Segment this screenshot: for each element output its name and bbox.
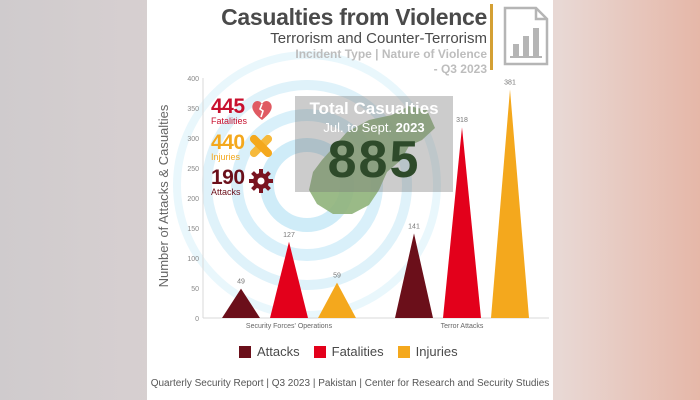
- total-period-year: 2023: [395, 120, 425, 135]
- x-category-label: Terror Attacks: [441, 323, 484, 330]
- legend-swatch-attacks: [239, 345, 251, 358]
- incident-type-label: Incident Type | Nature of Violence - Q3 …: [237, 47, 487, 77]
- y-axis-label-group: Number of Attacks & Casualties: [156, 104, 171, 287]
- legend-swatch-injuries: [397, 345, 410, 358]
- chart-labels: 49 127 59 Security Forces' Operations 141 318…: [237, 79, 516, 330]
- data-label: 127: [283, 232, 295, 239]
- y-tick-label: 150: [187, 226, 199, 233]
- legend-label-attacks: Attacks: [257, 344, 300, 359]
- legend-label-injuries: Injuries: [415, 344, 458, 359]
- injuries-value: 440: [211, 131, 245, 154]
- chart-bars: [222, 89, 529, 319]
- stat-fatalities: 445 Fatalities: [211, 95, 274, 126]
- page-title: Casualties from Violence: [221, 4, 487, 30]
- bandage-icon: [249, 134, 272, 158]
- bar-fatalities-1: [443, 127, 481, 318]
- y-axis-label: Number of Attacks & Casualties: [156, 104, 171, 287]
- total-value: 885: [327, 131, 421, 189]
- y-tick-label: 200: [187, 196, 199, 203]
- legend-item-attacks: Attacks: [239, 344, 300, 359]
- data-label: 381: [504, 79, 516, 86]
- infographic-card: Casualties from Violence Terrorism and C…: [147, 0, 553, 400]
- attacks-value: 190: [211, 166, 245, 189]
- data-label: 318: [456, 117, 468, 124]
- legend-item-injuries: Injuries: [397, 344, 458, 359]
- bar-injuries-1: [491, 89, 529, 319]
- bar-attacks-1: [395, 233, 433, 318]
- legend-label-fatalities: Fatalities: [331, 344, 384, 359]
- incident-line-2: - Q3 2023: [433, 62, 487, 76]
- page-subtitle: Terrorism and Counter-Terrorism: [270, 30, 487, 47]
- y-tick-label: 100: [187, 256, 199, 263]
- chart-ticks: 0 50 100 150 200 250 300 350 400: [187, 76, 199, 323]
- data-label: 59: [333, 273, 341, 280]
- report-chart-icon: [503, 6, 549, 66]
- y-tick-label: 50: [191, 286, 199, 293]
- legend-item-fatalities: Fatalities: [313, 344, 384, 359]
- footer-source: Quarterly Security Report | Q3 2023 | Pa…: [150, 378, 550, 389]
- gear-icon: [248, 169, 273, 193]
- y-tick-label: 400: [187, 76, 199, 83]
- total-period: Jul. to Sept. 2023: [295, 120, 453, 135]
- x-category-label: Security Forces' Operations: [246, 323, 333, 330]
- chart-legend: Attacks Fatalities Injuries: [239, 344, 472, 359]
- bar-attacks-0: [222, 288, 260, 318]
- total-title: Total Casualties: [309, 99, 439, 118]
- total-casualties-box: Total Casualties Jul. to Sept. 2023 885: [295, 96, 453, 192]
- data-label: 141: [408, 223, 420, 230]
- y-tick-label: 0: [195, 316, 199, 323]
- fatalities-value: 445: [211, 95, 245, 118]
- fatalities-label: Fatalities: [211, 116, 248, 126]
- bar-chart: Number of Attacks & Casualties 0 50 100 150…: [156, 76, 549, 330]
- total-period-range: Jul. to Sept.: [323, 120, 393, 135]
- injuries-label: Injuries: [211, 152, 241, 162]
- data-label: 49: [237, 279, 245, 286]
- bar-fatalities-0: [270, 241, 308, 318]
- broken-heart-icon: [252, 101, 272, 120]
- stat-attacks: 190 Attacks: [211, 166, 274, 197]
- attacks-label: Attacks: [211, 187, 241, 197]
- accent-bar: [490, 4, 493, 70]
- y-tick-label: 250: [187, 166, 199, 173]
- stat-injuries: 440 Injuries: [211, 131, 274, 162]
- incident-line-1: Incident Type | Nature of Violence: [295, 47, 487, 61]
- legend-swatch-fatalities: [313, 345, 326, 358]
- y-tick-label: 300: [187, 136, 199, 143]
- y-tick-label: 350: [187, 106, 199, 113]
- map-silhouette: [309, 106, 435, 214]
- bar-injuries-0: [318, 282, 356, 318]
